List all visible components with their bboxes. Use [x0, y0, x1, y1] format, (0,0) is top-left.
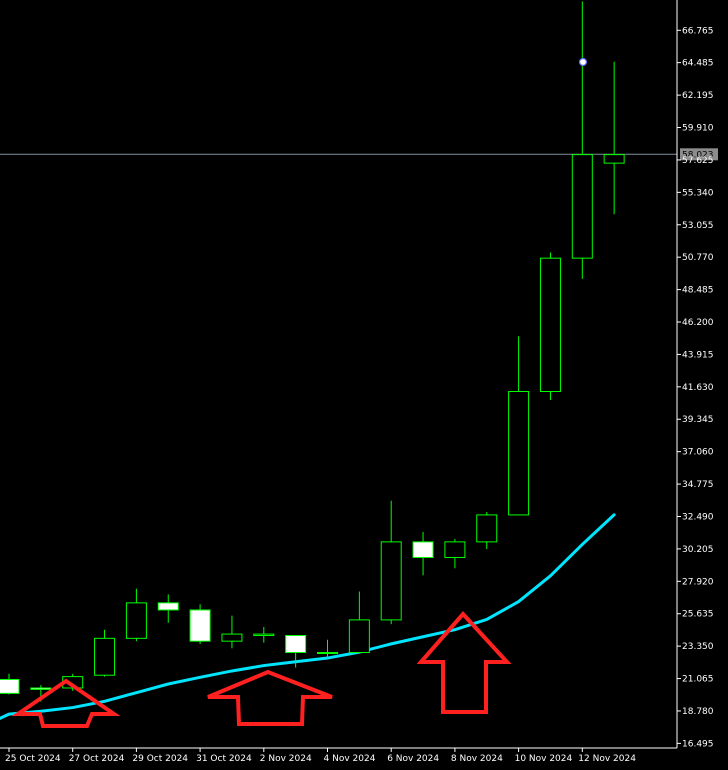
- y-tick-label: 41.630: [682, 383, 714, 393]
- y-tick-label: 27.920: [682, 577, 714, 587]
- candle[interactable]: [189, 604, 211, 645]
- axis-layer: 66.765 64.485 62.195 59.910 57.625 55.340 53.0…: [0, 0, 714, 764]
- y-tick-label: 39.345: [682, 415, 714, 425]
- candle-body: [94, 637, 116, 676]
- y-tick-label: 66.765: [682, 26, 714, 36]
- candle-body: [285, 634, 307, 654]
- x-tick-label: 4 Nov 2024: [324, 754, 376, 764]
- x-tick-label: 8 Nov 2024: [451, 754, 503, 764]
- price-marker-icon: [578, 57, 588, 67]
- current-price-label-box: [680, 148, 718, 161]
- candle[interactable]: [571, 1, 593, 279]
- candle[interactable]: [94, 629, 116, 677]
- candle-body: [476, 514, 498, 543]
- candle-body: [539, 257, 561, 393]
- candle-body: [221, 633, 243, 642]
- x-tick-label: 6 Nov 2024: [387, 754, 439, 764]
- candle[interactable]: [380, 500, 402, 625]
- y-tick-label: 30.205: [682, 545, 714, 555]
- candle-body: [253, 633, 275, 636]
- candle-body: [125, 602, 147, 639]
- candle-body: [157, 602, 179, 611]
- candle-body: [189, 609, 211, 642]
- candle[interactable]: [603, 61, 625, 215]
- candle[interactable]: [476, 512, 498, 549]
- y-tick-label: 57.625: [682, 156, 714, 166]
- y-tick-label: 50.770: [682, 253, 714, 263]
- x-tick-label: 27 Oct 2024: [69, 754, 125, 764]
- candle[interactable]: [539, 252, 561, 401]
- candle-body: [380, 541, 402, 621]
- candle-body: [508, 391, 530, 516]
- y-tick-label: 37.060: [682, 448, 714, 458]
- y-tick-label: 32.490: [682, 512, 714, 522]
- current-price-line-layer: 58.023: [0, 148, 718, 161]
- candle-body: [571, 154, 593, 259]
- marker-layer: [578, 57, 588, 67]
- y-tick-label: 53.055: [682, 221, 714, 231]
- x-tick-label: 31 Oct 2024: [196, 754, 252, 764]
- y-tick-label: 64.485: [682, 59, 714, 69]
- candles-layer: [0, 1, 625, 702]
- candle-body: [348, 619, 370, 654]
- up-arrow-3: [416, 611, 512, 714]
- y-tick-label: 16.495: [682, 739, 714, 749]
- y-tick-label: 48.485: [682, 286, 714, 296]
- x-tick-label: 29 Oct 2024: [132, 754, 188, 764]
- y-tick-label: 62.195: [682, 91, 714, 101]
- x-tick-label: 25 Oct 2024: [5, 754, 61, 764]
- x-tick-label: 12 Nov 2024: [578, 754, 636, 764]
- y-tick-label: 21.065: [682, 675, 714, 685]
- candle-body: [317, 652, 338, 655]
- candle[interactable]: [285, 634, 307, 668]
- candle[interactable]: [157, 594, 179, 623]
- y-tick-label: 23.350: [682, 642, 714, 652]
- candle-body: [0, 678, 20, 694]
- y-tick-label: 34.775: [682, 480, 714, 490]
- up-arrow-1: [11, 678, 121, 728]
- annotation-arrows-layer: [11, 611, 512, 728]
- candle[interactable]: [348, 591, 370, 654]
- candle-body: [30, 687, 52, 690]
- y-tick-label: 43.915: [682, 350, 714, 360]
- candle[interactable]: [221, 615, 243, 649]
- x-tick-label: 10 Nov 2024: [515, 754, 573, 764]
- y-tick-label: 18.780: [682, 707, 714, 717]
- candle[interactable]: [444, 539, 466, 569]
- y-tick-label: 46.200: [682, 318, 714, 328]
- candle[interactable]: [0, 673, 20, 695]
- candle[interactable]: [412, 531, 434, 576]
- y-tick-label: 25.635: [682, 610, 714, 620]
- up-arrow-2: [207, 669, 333, 726]
- y-tick-label: 59.910: [682, 124, 714, 134]
- current-price-label: 58.023: [682, 150, 714, 160]
- candle[interactable]: [508, 336, 530, 516]
- y-tick-label: 55.340: [682, 188, 714, 198]
- candle[interactable]: [125, 588, 147, 642]
- candle-body: [603, 154, 625, 164]
- candle[interactable]: [317, 639, 338, 660]
- x-tick-label: 2 Nov 2024: [260, 754, 312, 764]
- candle-body: [444, 541, 466, 558]
- candle[interactable]: [253, 626, 275, 643]
- candle-body: [412, 541, 434, 558]
